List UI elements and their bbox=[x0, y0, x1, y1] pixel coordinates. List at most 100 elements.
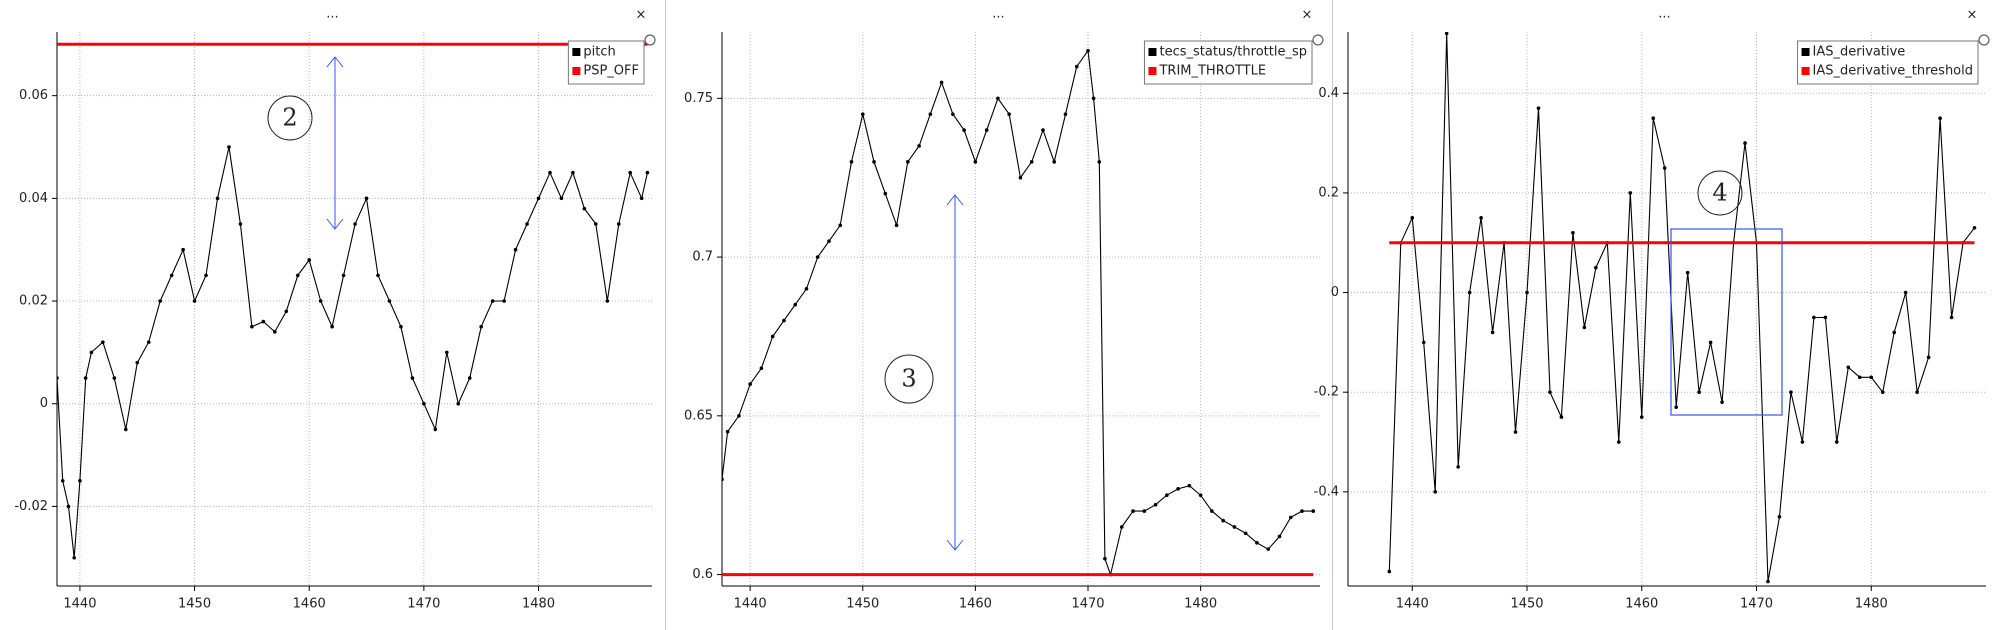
data-point bbox=[1103, 556, 1107, 561]
data-point bbox=[815, 255, 820, 259]
data-point bbox=[1708, 340, 1713, 345]
y-tick-label: 0.75 bbox=[684, 91, 713, 106]
panel-menu: ... bbox=[326, 7, 338, 22]
data-point bbox=[1662, 166, 1667, 170]
data-point bbox=[548, 170, 552, 175]
data-point bbox=[295, 273, 300, 278]
data-point bbox=[838, 223, 843, 228]
data-point bbox=[582, 206, 587, 211]
annotation-label: 2 bbox=[282, 104, 297, 132]
data-point bbox=[60, 478, 65, 483]
data-point bbox=[770, 334, 775, 339]
data-point bbox=[1823, 315, 1828, 320]
data-point bbox=[860, 112, 865, 117]
x-tick-label: 1470 bbox=[1071, 597, 1104, 612]
data-point bbox=[307, 258, 312, 262]
data-point bbox=[1288, 515, 1293, 520]
x-tick-label: 1440 bbox=[1396, 597, 1429, 612]
data-point bbox=[849, 160, 854, 164]
data-point bbox=[1433, 490, 1438, 494]
close-button[interactable]: × bbox=[1302, 8, 1313, 23]
data-point bbox=[1198, 493, 1203, 498]
data-point bbox=[737, 414, 741, 418]
data-point bbox=[536, 196, 541, 201]
data-point bbox=[215, 196, 220, 201]
legend-swatch bbox=[572, 48, 581, 56]
data-point bbox=[973, 160, 978, 164]
corner-handle bbox=[1978, 34, 1990, 46]
data-point bbox=[1086, 48, 1090, 53]
data-point bbox=[112, 376, 117, 380]
close-button[interactable]: × bbox=[636, 8, 647, 23]
data-point bbox=[1131, 509, 1135, 513]
data-point bbox=[1685, 270, 1690, 275]
data-point bbox=[399, 324, 403, 329]
data-point bbox=[250, 324, 254, 329]
x-tick-label: 1470 bbox=[1740, 597, 1773, 612]
data-point bbox=[1029, 160, 1034, 164]
y-tick-label: 0.7 bbox=[692, 250, 713, 265]
data-layer bbox=[57, 42, 650, 560]
data-point bbox=[1628, 191, 1633, 195]
legend: IAS_derivative IAS_derivative_threshold bbox=[1797, 40, 1979, 85]
panel-menu: ... bbox=[992, 7, 1004, 22]
data-point bbox=[928, 112, 933, 117]
annotation-circle bbox=[267, 95, 313, 141]
data-point bbox=[1697, 390, 1701, 394]
data-point bbox=[353, 222, 357, 226]
data-point bbox=[628, 170, 633, 175]
plot-panel: ... × 0.6 0.65 0.7 0.75 1440 1450 1460 1470 1480 te… bbox=[684, 7, 1324, 612]
data-point bbox=[1063, 112, 1068, 117]
data-point bbox=[1210, 509, 1214, 513]
data-point bbox=[1176, 487, 1180, 491]
arrow-head bbox=[326, 56, 344, 230]
data-point bbox=[1456, 465, 1460, 469]
legend-box bbox=[567, 40, 645, 85]
y-tick-label: 0.06 bbox=[19, 88, 48, 103]
data-point bbox=[1777, 514, 1782, 519]
legend-swatch bbox=[1148, 48, 1157, 56]
data-point bbox=[1525, 290, 1529, 295]
data-point bbox=[1571, 230, 1575, 235]
x-tick-label: 1460 bbox=[293, 597, 326, 612]
data-point bbox=[725, 429, 730, 434]
data-point bbox=[1387, 569, 1392, 574]
legend-label: IAS_derivative bbox=[1813, 45, 1906, 60]
data-point bbox=[72, 555, 76, 560]
data-point bbox=[341, 273, 346, 278]
x-tick-label: 1450 bbox=[846, 597, 879, 612]
annotation-circle bbox=[1697, 170, 1743, 216]
data-point bbox=[1074, 64, 1079, 69]
data-point bbox=[748, 382, 752, 386]
x-tick-label: 1460 bbox=[959, 597, 992, 612]
data-point bbox=[1915, 390, 1919, 394]
data-point bbox=[939, 80, 944, 85]
data-point bbox=[181, 247, 185, 252]
data-point bbox=[722, 477, 724, 482]
y-tick-label: -0.2 bbox=[1314, 385, 1339, 400]
data-point bbox=[1536, 106, 1541, 111]
data-point bbox=[793, 302, 798, 307]
legend: pitch PSP_OFF bbox=[567, 40, 645, 85]
data-point bbox=[782, 318, 786, 323]
data-point bbox=[951, 112, 955, 117]
data-point bbox=[1835, 440, 1839, 444]
data-point bbox=[318, 299, 323, 303]
data-point bbox=[1651, 116, 1656, 120]
y-tick-label: 0.6 bbox=[692, 567, 713, 582]
x-tick-label: 1460 bbox=[1625, 597, 1658, 612]
close-button[interactable]: × bbox=[1967, 8, 1978, 23]
data-point bbox=[1972, 225, 1977, 230]
data-point bbox=[1007, 112, 1011, 117]
data-point bbox=[1165, 493, 1169, 498]
data-point bbox=[192, 299, 197, 303]
corner-handle bbox=[644, 34, 656, 46]
y-tick-label: 0 bbox=[40, 396, 48, 411]
data-point bbox=[1743, 141, 1747, 145]
data-point bbox=[502, 299, 506, 303]
corner-handle bbox=[1312, 34, 1324, 46]
data-point bbox=[1091, 96, 1096, 101]
data-point bbox=[1311, 509, 1316, 513]
data-point bbox=[479, 324, 483, 329]
